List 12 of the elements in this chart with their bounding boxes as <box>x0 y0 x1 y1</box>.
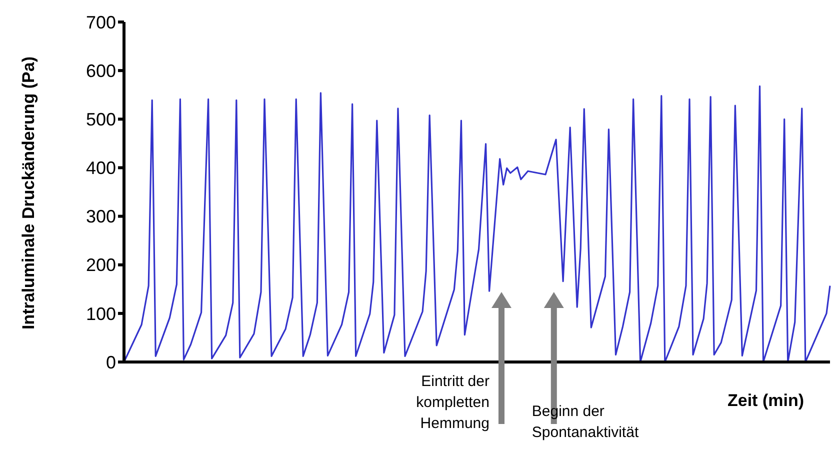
y-tick-label: 700 <box>86 12 116 32</box>
text: Eintritt der kompletten Hemmung <box>416 373 490 432</box>
y-tick-label: 400 <box>86 158 116 178</box>
text: Beginn der Spontanaktivität <box>532 403 640 441</box>
y-tick-label: 0 <box>106 352 116 372</box>
y-tick-label: 300 <box>86 206 116 227</box>
y-axis-title: Intraluminale Druckänderung (Pa) <box>19 56 38 330</box>
y-tick-label: 600 <box>86 60 116 81</box>
x-axis-title: Zeit (min) <box>728 391 804 410</box>
y-tick-label: 100 <box>86 304 116 324</box>
y-tick-label: 200 <box>86 255 116 276</box>
y-tick-label: 500 <box>86 110 116 130</box>
